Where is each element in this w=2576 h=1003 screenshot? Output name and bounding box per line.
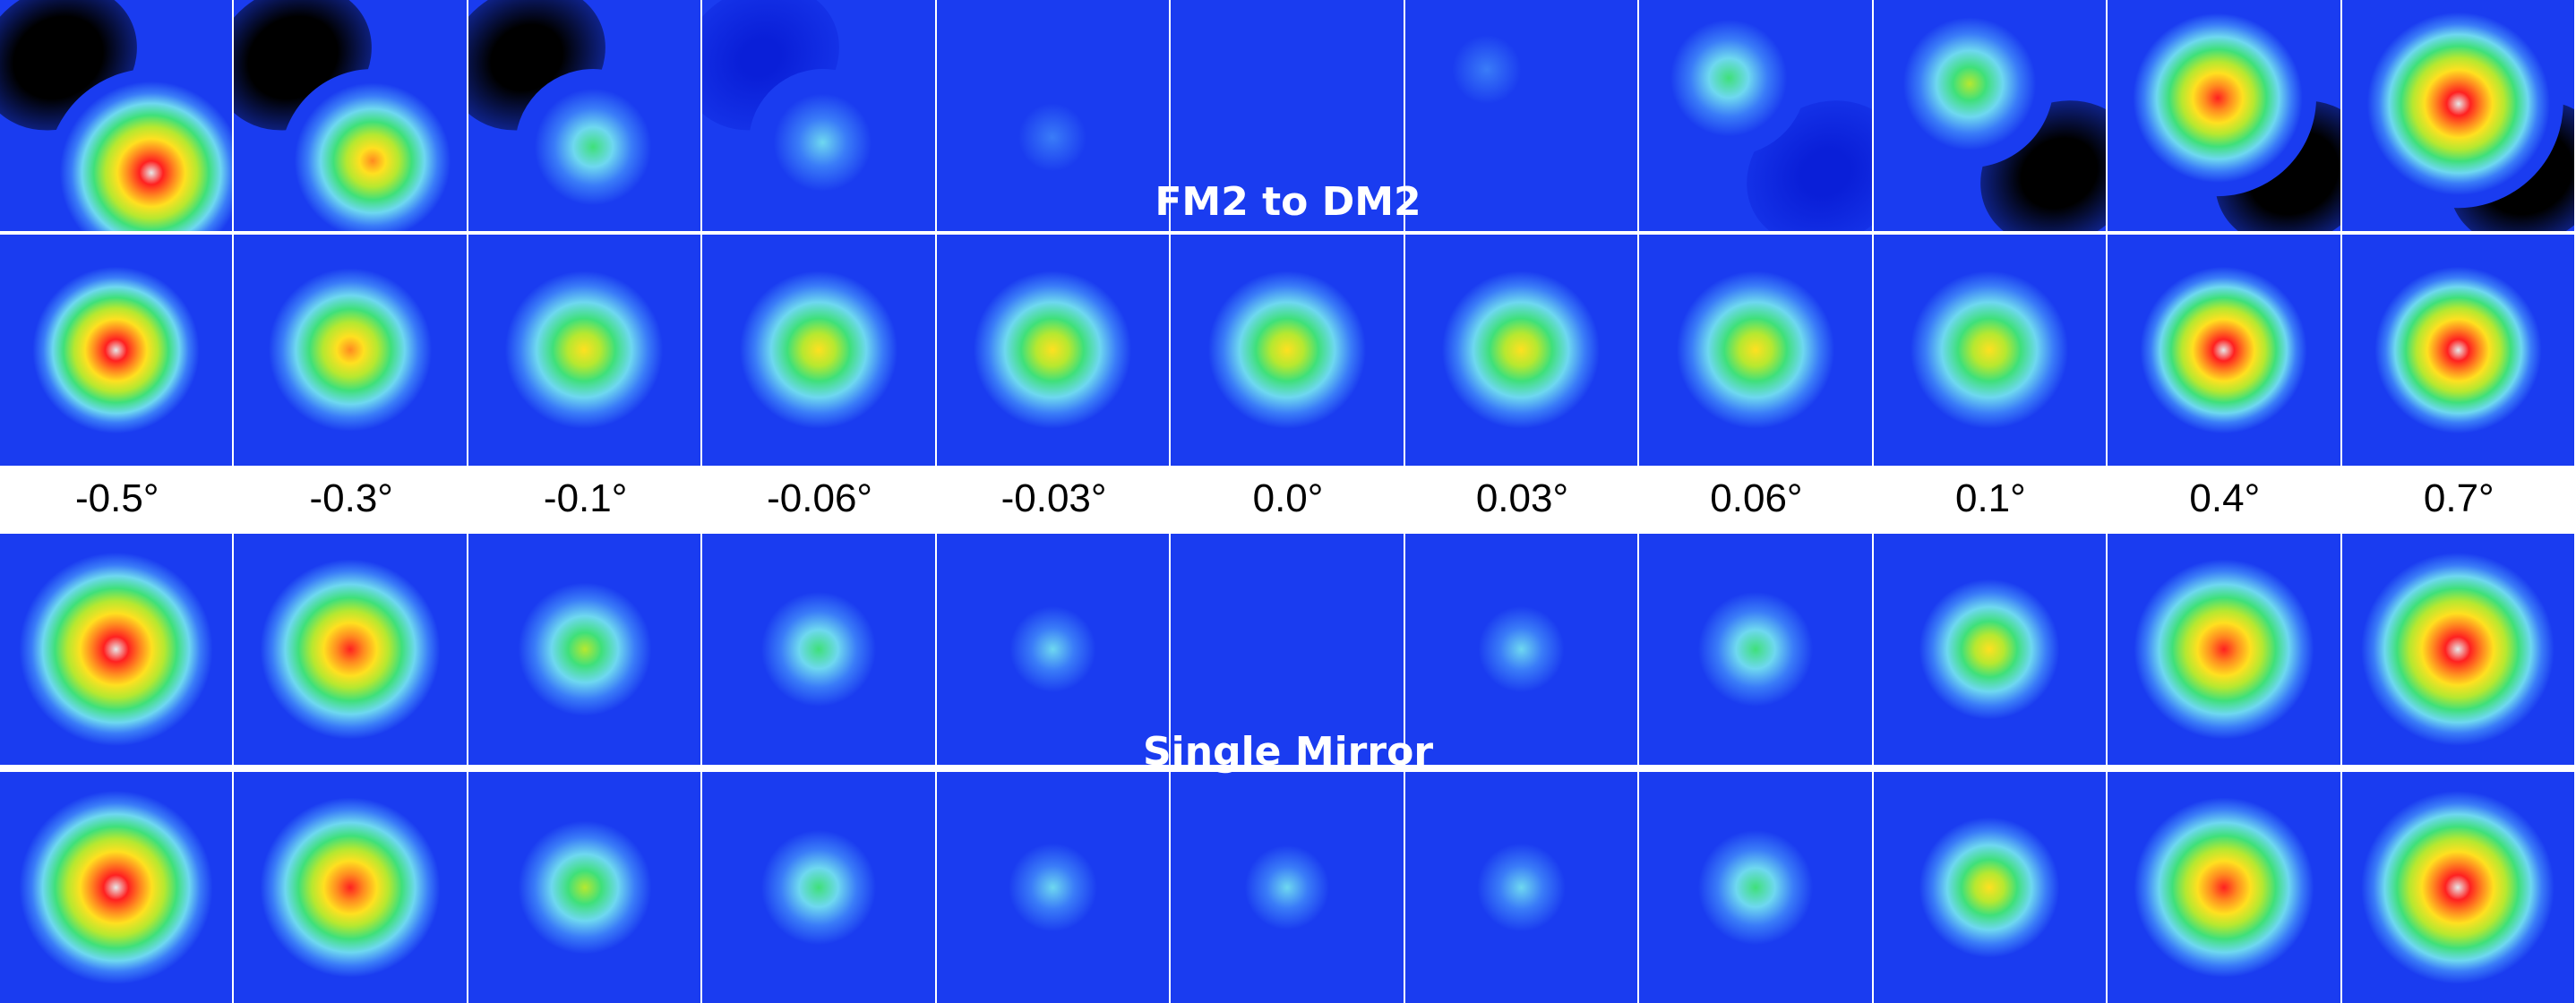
- angle-label: 0.7°: [2423, 476, 2494, 520]
- fm2-diff-tile: [1404, 0, 1638, 231]
- beam-spot: [234, 235, 467, 466]
- beam-ring: [5, 777, 227, 998]
- beam-ring: [2119, 544, 2329, 754]
- beam-ring: [1679, 572, 1833, 726]
- fm2-sum-tile: [468, 235, 701, 466]
- fm2-diff-tile: [702, 0, 935, 231]
- single-mirror-tile: [0, 534, 233, 765]
- angle-label: 0.0°: [1252, 476, 1324, 520]
- beam-ring: [500, 803, 669, 972]
- fm2-diff-tile: [936, 0, 1170, 231]
- fm2-diff-tile: [2108, 0, 2340, 231]
- beam-ring: [500, 565, 669, 733]
- fm2-to-dm2-panel: FM2 to DM2: [0, 0, 2576, 466]
- single-mirror-tile: [234, 534, 467, 765]
- angle-label: 0.03°: [1475, 476, 1569, 520]
- single-mirror-tile: [468, 534, 701, 765]
- fm2-diff-tile: [1873, 0, 2107, 231]
- beam-ring: [742, 810, 896, 964]
- fm2-diff-tile: [1639, 0, 1872, 231]
- single-mirror-tile: [1873, 772, 2107, 1003]
- angle-label: -0.06°: [767, 476, 873, 520]
- angle-label: -0.1°: [543, 476, 628, 520]
- beam-spot: [1639, 235, 1872, 466]
- single-mirror-tile: [2341, 772, 2574, 1003]
- single-mirror-tile: [234, 772, 467, 1003]
- single-mirror-panel: Single Mirror: [0, 534, 2576, 1003]
- fm2-sum-tile: [702, 235, 935, 466]
- beam-spot: [1171, 235, 1404, 466]
- single-mirror-tile: [1639, 772, 1872, 1003]
- beam-ring: [985, 820, 1121, 955]
- beam-spot: [1404, 235, 1638, 466]
- beam-ring: [2348, 539, 2569, 759]
- angle-label: -0.5°: [75, 476, 159, 520]
- beam-ring: [1223, 824, 1352, 951]
- fm2-diff-tile: [1171, 0, 1404, 231]
- single-mirror-tile: [1171, 772, 1404, 1003]
- beam-spot: [2362, 255, 2554, 445]
- fm2-to-dm2-title: FM2 to DM2: [1155, 179, 1421, 225]
- fm2-sum-tile: [936, 235, 1170, 466]
- single-mirror-tile: [1171, 534, 1404, 765]
- beam-spot: [936, 235, 1170, 466]
- beam-ring: [2119, 783, 2329, 992]
- single-mirror-tile: [1873, 534, 2107, 765]
- angle-label: -0.03°: [1000, 476, 1107, 520]
- beam-ring: [1454, 820, 1589, 955]
- beam-ring: [245, 544, 455, 754]
- fm2-sum-tile: [2341, 235, 2574, 466]
- single-mirror-tile: [936, 772, 1170, 1003]
- fm2-sum-tile: [1404, 235, 1638, 466]
- fm2-diff-tile: [0, 0, 233, 231]
- beam-spot: [1873, 235, 2107, 466]
- beam-spot: [702, 235, 935, 466]
- single-mirror-tile: [936, 534, 1170, 765]
- angle-label: 0.06°: [1710, 476, 1803, 520]
- beam-spot: [21, 255, 212, 445]
- single-mirror-tile: [0, 772, 233, 1003]
- fm2-sum-tile: [1171, 235, 1404, 466]
- single-mirror-title: Single Mirror: [1142, 729, 1434, 775]
- single-mirror-tile: [1404, 534, 1638, 765]
- beam-spot: [2128, 255, 2320, 445]
- beam-ring: [742, 572, 896, 726]
- fm2-diff-tile: [2341, 0, 2574, 231]
- beam-ring: [1903, 563, 2076, 735]
- beam-ring: [987, 584, 1119, 715]
- beam-ring: [5, 539, 227, 759]
- fm2-diff-tile: [234, 0, 467, 231]
- beam-ring: [1455, 584, 1587, 715]
- beam-spot: [468, 235, 701, 466]
- angle-label: 0.1°: [1954, 476, 2026, 520]
- single-mirror-tile: [702, 534, 935, 765]
- angle-labels-row: -0.5° -0.3° -0.1° -0.06° -0.03° 0.0° 0.03° 0.06…: [0, 466, 2576, 534]
- fm2-sum-tile: [0, 235, 233, 466]
- angle-label: 0.4°: [2189, 476, 2261, 520]
- fm2-sum-tile: [234, 235, 467, 466]
- angle-label: -0.3°: [309, 476, 393, 520]
- single-mirror-tile: [2341, 534, 2574, 765]
- fm2-sum-tile: [1639, 235, 1872, 466]
- fm2-diff-tile: [468, 0, 701, 231]
- beam-ring: [2348, 777, 2569, 998]
- fm2-sum-tile: [2108, 235, 2340, 466]
- beam-ring: [245, 783, 455, 992]
- single-mirror-tile: [468, 772, 701, 1003]
- single-mirror-tile: [702, 772, 935, 1003]
- fm2-sum-tile: [1873, 235, 2107, 466]
- single-mirror-tile: [1404, 772, 1638, 1003]
- beam-ring: [1903, 802, 2076, 973]
- beam-ring: [1679, 810, 1833, 964]
- single-mirror-tile: [2108, 772, 2340, 1003]
- single-mirror-tile: [2108, 534, 2340, 765]
- single-mirror-tile: [1639, 534, 1872, 765]
